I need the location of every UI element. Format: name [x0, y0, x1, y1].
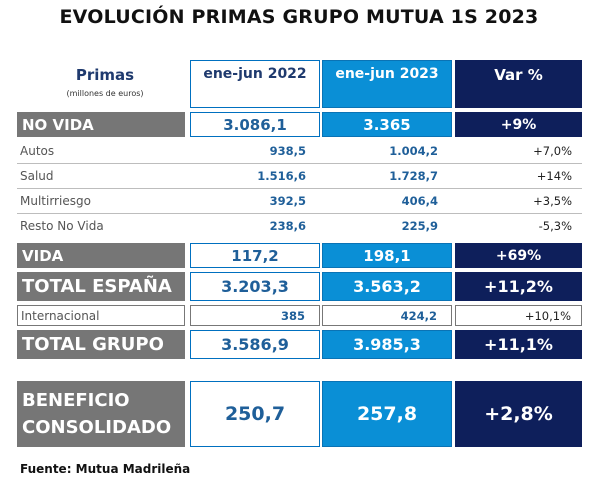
resto-no-vida-2022: 238,6	[269, 219, 306, 233]
page-title: EVOLUCIÓN PRIMAS GRUPO MUTUA 1S 2023	[59, 6, 539, 28]
beneficio-label-line1: BENEFICIO	[22, 390, 130, 411]
beneficio-label: BENEFICIO CONSOLIDADO	[17, 381, 185, 447]
total-espana-var: +11,2%	[455, 272, 582, 301]
vida-2022: 117,2	[190, 243, 320, 268]
autos-2022: 938,5	[269, 144, 306, 158]
row-label-salud: Salud	[20, 169, 54, 183]
row-divider	[17, 188, 582, 189]
no-vida-var: +9%	[455, 112, 582, 137]
autos-2023: 1.004,2	[389, 144, 438, 158]
resto-no-vida-var: -5,3%	[538, 219, 572, 233]
col-header-2023: ene-jun 2023	[322, 60, 452, 108]
vida-2023: 198,1	[322, 243, 452, 268]
multirriesgo-var: +3,5%	[533, 194, 572, 208]
internacional-2022: 385	[190, 305, 320, 326]
row-label-total-espana: TOTAL ESPAÑA	[17, 272, 185, 301]
row-label-total-grupo: TOTAL GRUPO	[17, 330, 185, 359]
total-grupo-var: +11,1%	[455, 330, 582, 359]
no-vida-2023: 3.365	[322, 112, 452, 137]
source-footnote: Fuente: Mutua Madrileña	[20, 462, 191, 476]
units-subtitle: (millones de euros)	[66, 89, 144, 98]
row-label-multirriesgo: Multirriesgo	[20, 194, 91, 208]
row-divider	[17, 163, 582, 164]
internacional-var: +10,1%	[455, 305, 582, 326]
internacional-2023: 424,2	[322, 305, 452, 326]
row-label-vida: VIDA	[17, 243, 185, 268]
autos-var: +7,0%	[533, 144, 572, 158]
salud-var: +14%	[536, 169, 572, 183]
row-label-internacional: Internacional	[17, 305, 185, 326]
multirriesgo-2023: 406,4	[401, 194, 438, 208]
total-espana-2023: 3.563,2	[322, 272, 452, 301]
beneficio-label-line2: CONSOLIDADO	[22, 417, 172, 438]
vida-var: +69%	[455, 243, 582, 268]
row-label-resto-no-vida: Resto No Vida	[20, 219, 104, 233]
salud-2023: 1.728,7	[389, 169, 438, 183]
beneficio-var: +2,8%	[455, 381, 582, 447]
total-espana-2022: 3.203,3	[190, 272, 320, 301]
primas-header: Primas	[75, 66, 135, 84]
total-grupo-2023: 3.985,3	[322, 330, 452, 359]
row-divider	[17, 213, 582, 214]
row-label-no-vida: NO VIDA	[17, 112, 185, 137]
beneficio-2022: 250,7	[190, 381, 320, 447]
salud-2022: 1.516,6	[257, 169, 306, 183]
no-vida-2022: 3.086,1	[190, 112, 320, 137]
col-header-2022: ene-jun 2022	[190, 60, 320, 108]
row-label-autos: Autos	[20, 144, 55, 158]
col-header-var: Var %	[455, 60, 582, 108]
beneficio-2023: 257,8	[322, 381, 452, 447]
total-grupo-2022: 3.586,9	[190, 330, 320, 359]
multirriesgo-2022: 392,5	[269, 194, 306, 208]
resto-no-vida-2023: 225,9	[401, 219, 438, 233]
